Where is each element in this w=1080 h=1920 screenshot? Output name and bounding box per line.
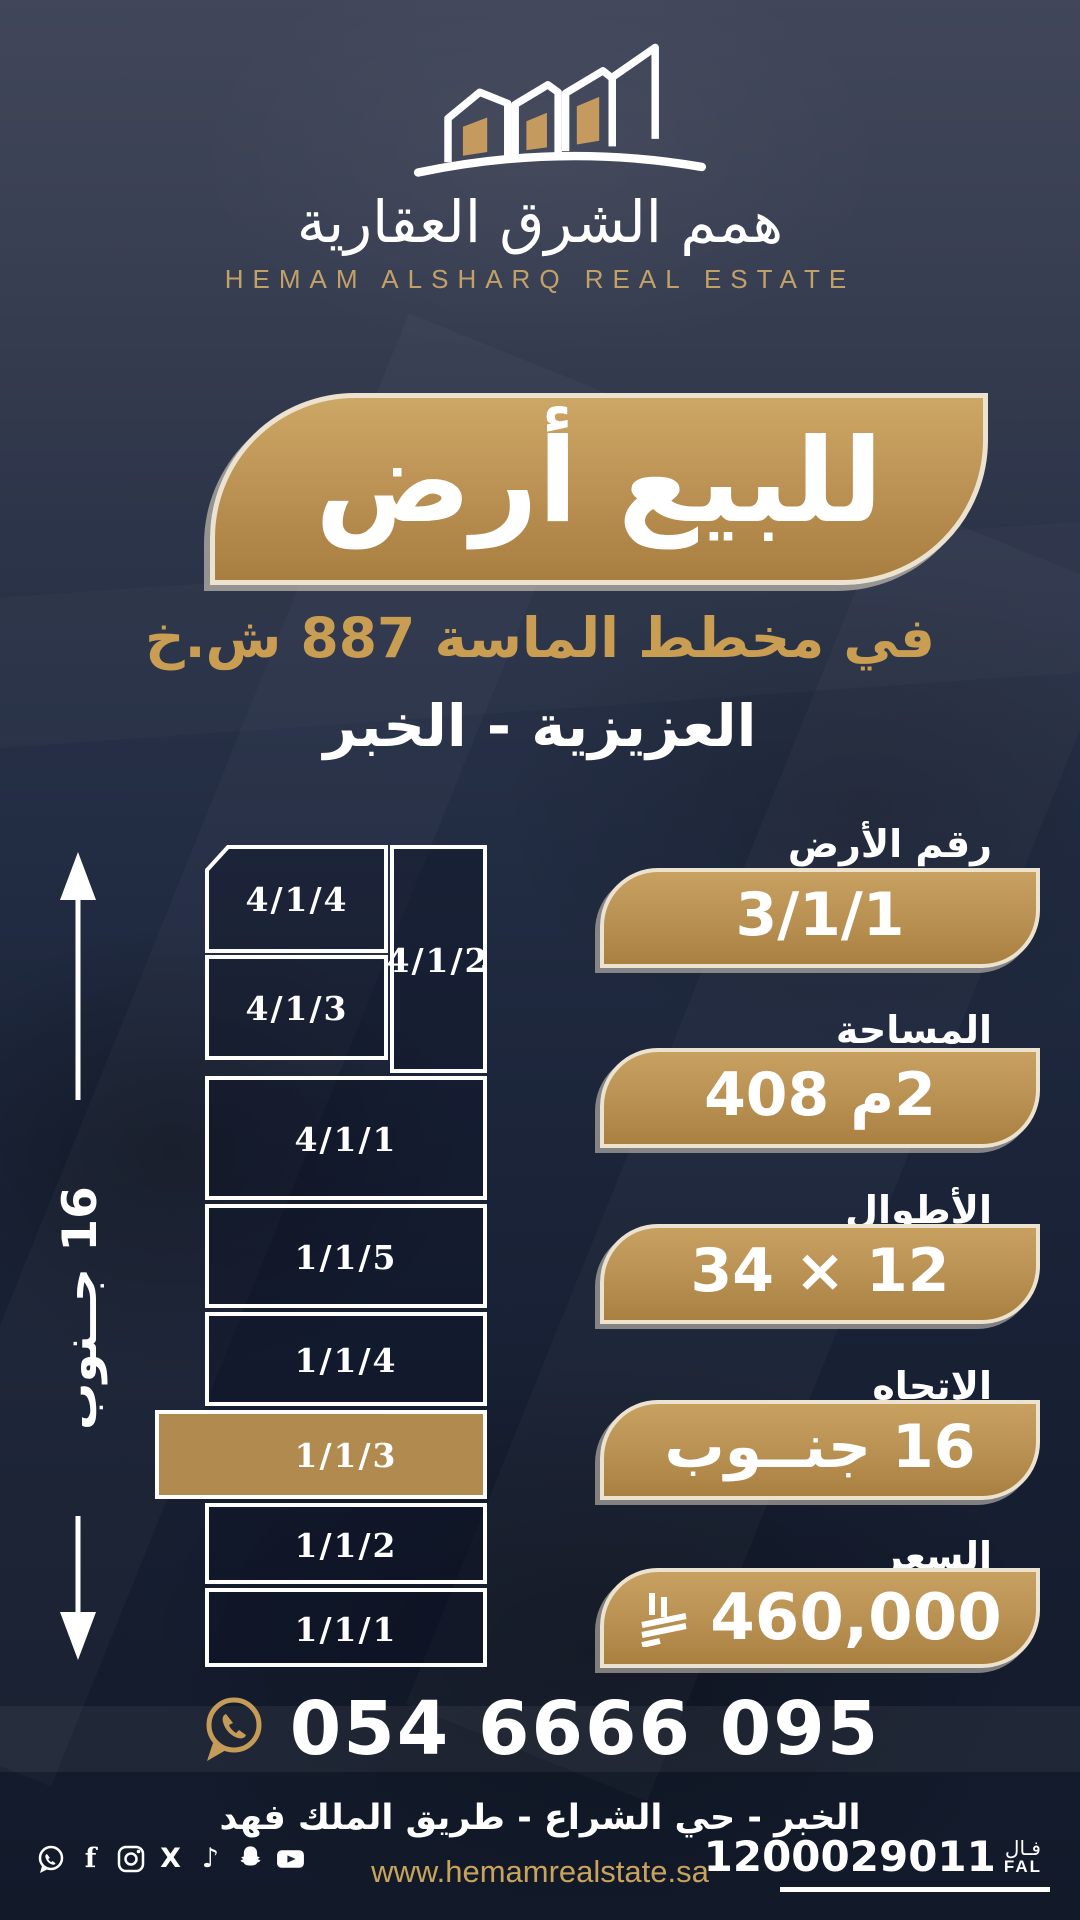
plot-1-1-1 xyxy=(205,1588,487,1667)
area-label: المساحة xyxy=(835,1008,992,1052)
price-pill: 460,000 xyxy=(600,1568,1040,1668)
instagram-icon[interactable] xyxy=(115,1843,146,1874)
plot-label-highlighted: 1/1/3 xyxy=(295,1436,398,1475)
land-number-pill: 3/1/1 xyxy=(600,868,1040,968)
plot-1-1-5 xyxy=(205,1204,487,1308)
plan-location-line: في مخطط الماسة 887 ش.خ xyxy=(144,606,936,670)
plot-label: 1/1/5 xyxy=(295,1238,398,1277)
area-value: 408 م2 xyxy=(704,1060,936,1130)
district-city-line: العزيزية - الخبر xyxy=(323,692,757,760)
plot-4-1-1 xyxy=(205,1076,487,1200)
direction-value: 16 جنــوب xyxy=(664,1412,976,1482)
saudi-riyal-symbol-icon xyxy=(641,1593,687,1647)
arrow-up-icon xyxy=(60,852,96,900)
plot-label: 1/1/2 xyxy=(295,1526,398,1565)
plot-label: 4/1/2 xyxy=(387,941,490,980)
dimensions-pill: 12 × 34 xyxy=(600,1224,1040,1324)
plot-map: 4/1/4 4/1/2 4/1/3 4/1/1 1/1/5 1/1/4 1/1/… xyxy=(155,845,490,1667)
social-icons-row: f X ♪ xyxy=(35,1843,306,1874)
x-icon[interactable]: X xyxy=(160,1843,181,1874)
license-underline xyxy=(780,1887,1050,1892)
company-name-arabic: همم الشرق العقارية xyxy=(296,188,784,256)
plot-4-1-3 xyxy=(205,955,388,1060)
direction-pill: 16 جنــوب xyxy=(600,1400,1040,1500)
fal-license-block: 1200029011 فـال FAL xyxy=(704,1832,1050,1892)
whatsapp-icon xyxy=(206,1697,262,1761)
dimensions-value: 12 × 34 xyxy=(690,1236,950,1306)
website-link[interactable]: www.hemamrealstate.sa xyxy=(371,1854,709,1889)
area-pill: 408 م2 xyxy=(600,1048,1040,1148)
facebook-icon[interactable]: f xyxy=(84,1843,97,1874)
plot-1-1-3-highlighted xyxy=(155,1410,487,1499)
price-value: 460,000 xyxy=(710,1581,1002,1655)
plot-1-1-2 xyxy=(205,1503,487,1584)
address-line: الخبر - حي الشراع - طريق الملك فهد xyxy=(219,1798,861,1838)
sale-banner-title: للبيع أرض xyxy=(315,414,883,549)
phone-row[interactable]: 054 6666 095 xyxy=(0,1686,1080,1772)
plot-label: 1/1/1 xyxy=(295,1610,398,1649)
whatsapp-icon[interactable] xyxy=(35,1843,66,1874)
land-number-label: رقم الأرض xyxy=(787,822,992,866)
plot-label: 4/1/1 xyxy=(295,1120,398,1159)
tiktok-icon[interactable]: ♪ xyxy=(201,1843,220,1874)
company-logo-buildings-icon xyxy=(413,43,707,177)
company-name-english: HEMAM ALSHARQ REAL ESTATE xyxy=(224,264,856,294)
phone-highlight-band xyxy=(0,1706,1080,1772)
plot-label: 4/1/4 xyxy=(246,880,349,919)
snapchat-icon[interactable] xyxy=(235,1843,266,1874)
plot-label: 4/1/3 xyxy=(246,989,349,1028)
fal-license-number: 1200029011 xyxy=(703,1832,996,1881)
direction-measure-arrow: 16 جــنوب xyxy=(53,852,108,1660)
fal-label-english: FAL xyxy=(1003,1857,1042,1876)
fal-label-arabic: فـال xyxy=(1004,1836,1041,1860)
phone-number: 054 6666 095 xyxy=(289,1686,881,1772)
plot-1-1-4 xyxy=(205,1312,487,1406)
plot-4-1-4 xyxy=(205,845,388,953)
youtube-icon[interactable] xyxy=(275,1843,306,1874)
fal-logo-text: فـال FAL xyxy=(1004,1838,1042,1875)
plot-4-1-2 xyxy=(390,845,487,1073)
land-number-value: 3/1/1 xyxy=(735,880,905,950)
land-details-panel: رقم الأرض 3/1/1 المساحة 408 م2 الأطوال 1… xyxy=(555,822,1040,1668)
arrow-down-icon xyxy=(60,1612,96,1660)
sale-banner: للبيع أرض xyxy=(210,393,988,585)
plot-label: 1/1/4 xyxy=(295,1341,398,1380)
direction-measure-label: 16 جــنوب xyxy=(53,1186,108,1430)
